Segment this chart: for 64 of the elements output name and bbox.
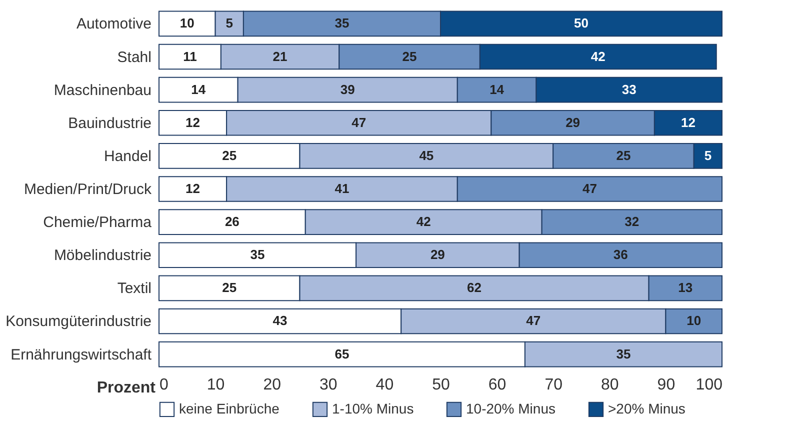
x-tick-label: 60 — [488, 376, 506, 394]
data-label: 29 — [430, 247, 445, 262]
data-label: 62 — [467, 280, 482, 296]
y-tick-label: Textil — [117, 280, 152, 298]
x-tick-label: 100 — [696, 376, 723, 394]
data-label: 10 — [180, 16, 194, 31]
y-tick-label: Chemie/Pharma — [43, 214, 152, 232]
data-label: 47 — [526, 313, 541, 328]
y-tick-label: Konsumgüterindustrie — [6, 313, 152, 330]
x-tick-label: 80 — [601, 376, 619, 394]
data-label: 43 — [272, 313, 288, 328]
data-label: 12 — [186, 114, 200, 130]
y-tick-label: Automotive — [76, 16, 152, 33]
data-label: 47 — [582, 181, 597, 196]
y-tick-label: Ernährungswirtschaft — [10, 346, 152, 364]
data-label: 5 — [704, 148, 712, 163]
legend-label: 10-20% Minus — [466, 400, 556, 416]
x-tick-label: 30 — [320, 376, 338, 394]
data-label: 65 — [334, 346, 350, 362]
x-tick-label: 10 — [206, 376, 225, 394]
data-label: 39 — [340, 82, 355, 97]
data-label: 26 — [224, 214, 240, 230]
data-label: 14 — [490, 82, 505, 97]
data-label: 21 — [272, 48, 288, 64]
data-label: 25 — [222, 280, 237, 296]
data-label: 5 — [226, 16, 233, 31]
data-label: 29 — [566, 114, 580, 130]
data-label: 12 — [680, 114, 696, 130]
data-label: 50 — [574, 16, 588, 31]
legend-label: >20% Minus — [608, 400, 686, 416]
data-label: 35 — [250, 247, 265, 262]
y-tick-label: Maschinenbau — [54, 82, 152, 99]
y-tick-label: Handel — [104, 148, 152, 165]
data-label: 41 — [334, 181, 350, 196]
data-label: 14 — [191, 82, 206, 97]
data-label: 25 — [402, 48, 417, 64]
x-tick-label: 40 — [376, 376, 394, 394]
y-tick-label: Medien/Print/Druck — [24, 181, 152, 198]
data-label: 42 — [416, 214, 431, 230]
data-label: 12 — [186, 181, 200, 196]
data-label: 35 — [334, 16, 350, 31]
data-label: 36 — [613, 247, 628, 262]
x-axis-title: Prozent — [96, 380, 156, 396]
data-label: 33 — [622, 82, 636, 97]
x-tick-label: 50 — [432, 376, 450, 394]
data-label: 10 — [686, 313, 702, 328]
data-label: 13 — [678, 280, 693, 296]
data-label: 47 — [352, 114, 366, 130]
y-tick-label: Möbelindustrie — [54, 247, 152, 264]
data-label: 32 — [624, 214, 640, 230]
x-tick-label: 90 — [657, 376, 676, 394]
data-label: 11 — [183, 48, 197, 64]
legend-label: 1-10% Minus — [332, 400, 414, 416]
data-label: 42 — [590, 48, 606, 64]
x-tick-label: 70 — [544, 376, 563, 394]
data-label: 25 — [222, 148, 237, 163]
data-label: 25 — [616, 148, 631, 163]
y-tick-label: Bauindustrie — [68, 114, 152, 132]
data-label: 45 — [419, 148, 434, 163]
x-tick-label: 20 — [263, 376, 282, 394]
legend-label: keine Einbrüche — [179, 400, 280, 416]
data-label: 35 — [616, 346, 631, 362]
x-tick-label: 0 — [160, 376, 168, 394]
y-tick-label: Stahl — [117, 48, 152, 66]
